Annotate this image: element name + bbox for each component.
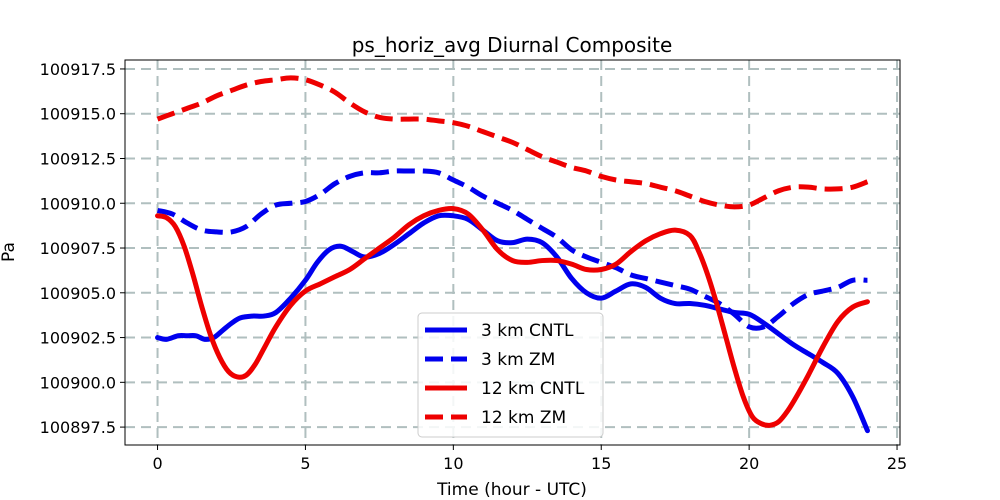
x-tick-label: 20: [739, 454, 759, 473]
x-tick-label: 10: [443, 454, 463, 473]
x-axis: 0 5 10 15 20 25: [152, 445, 907, 473]
legend-label: 3 km ZM: [481, 350, 555, 370]
series-lines: [155, 75, 870, 434]
series-line-2: [155, 205, 870, 428]
x-tick-label: 15: [591, 454, 611, 473]
series-line-3: [156, 75, 869, 210]
legend-label: 12 km CNTL: [481, 379, 585, 399]
plot-frame: [124, 59, 901, 446]
chart-title: ps_horiz_avg Diurnal Composite: [352, 33, 673, 57]
series-line-1: [156, 168, 868, 331]
y-tick-label: 100915.0: [40, 105, 116, 124]
y-tick-label: 100917.5: [40, 60, 116, 79]
y-tick-label: 100900.0: [40, 373, 116, 392]
x-axis-label: Time (hour - UTC): [436, 480, 587, 500]
y-tick-label: 100912.5: [40, 149, 116, 168]
legend: 3 km CNTL 3 km ZM 12 km CNTL 12 km ZM: [417, 312, 604, 438]
grid: [125, 60, 900, 445]
x-tick-label: 0: [152, 454, 162, 473]
x-tick-label: 5: [300, 454, 310, 473]
y-axis: 100897.5 100900.0 100902.5 100905.0 100907.5…: [40, 60, 125, 437]
y-tick-label: 100902.5: [40, 329, 116, 348]
y-tick-label: 100897.5: [40, 418, 116, 437]
x-tick-label: 25: [887, 454, 907, 473]
y-tick-label: 100907.5: [40, 239, 116, 258]
legend-label: 3 km CNTL: [481, 321, 574, 341]
y-tick-label: 100910.0: [40, 194, 116, 213]
legend-label: 12 km ZM: [481, 408, 566, 428]
legend-frame: [417, 312, 604, 438]
y-tick-label: 100905.0: [40, 284, 116, 303]
y-axis-label: Pa: [0, 242, 19, 262]
